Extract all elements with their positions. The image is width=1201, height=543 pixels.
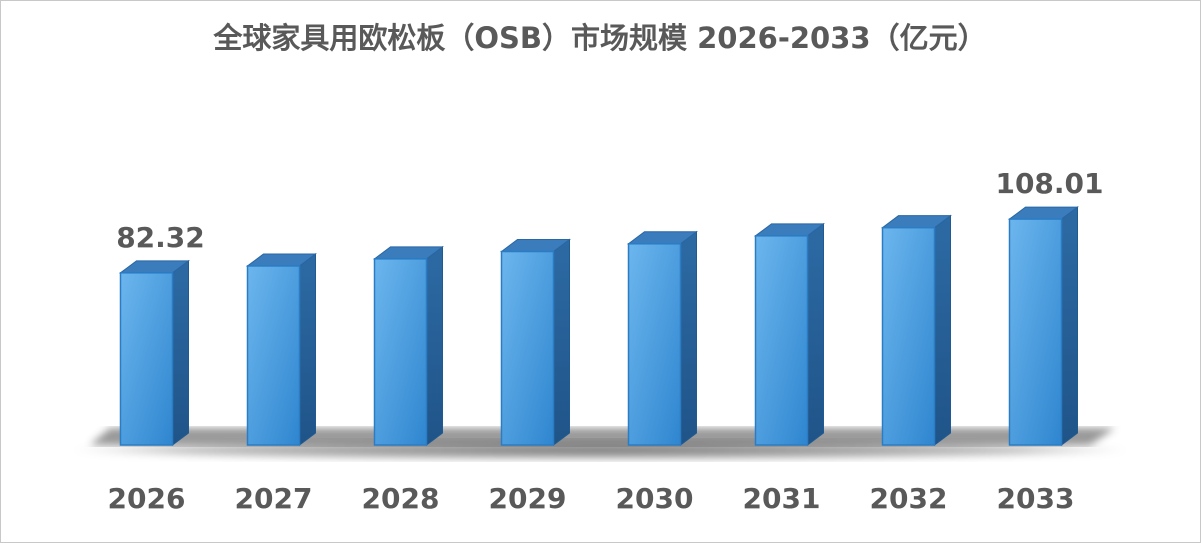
value-label: 82.32: [116, 221, 205, 254]
bar-side: [172, 259, 189, 446]
bar-side: [807, 222, 824, 446]
bar: [119, 272, 174, 446]
x-tick-label: 2032: [870, 482, 948, 515]
x-tick-label: 2028: [362, 482, 440, 515]
bar: [500, 250, 555, 446]
x-tick-label: 2026: [108, 482, 186, 515]
bar: [881, 226, 936, 446]
x-tick-label: 2027: [235, 482, 313, 515]
bar: [246, 265, 301, 446]
x-tick-label: 2029: [489, 482, 567, 515]
bar-side: [934, 214, 951, 446]
x-tick-label: 2030: [616, 482, 694, 515]
bar-side: [553, 238, 570, 446]
bar: [627, 243, 682, 446]
x-tick-label: 2031: [743, 482, 821, 515]
value-label: 108.01: [995, 167, 1103, 200]
bar-side: [426, 245, 443, 446]
bar-side: [1061, 206, 1078, 446]
chart-title: 全球家具用欧松板（OSB）市场规模 2026-2033（亿元）: [212, 21, 986, 55]
bar: [1008, 218, 1063, 446]
bar: [373, 258, 428, 446]
floor-shadow: [70, 440, 1130, 460]
x-tick-label: 2033: [997, 482, 1075, 515]
bar-side: [680, 230, 697, 446]
bar: [754, 235, 809, 446]
bar-side: [299, 252, 316, 446]
